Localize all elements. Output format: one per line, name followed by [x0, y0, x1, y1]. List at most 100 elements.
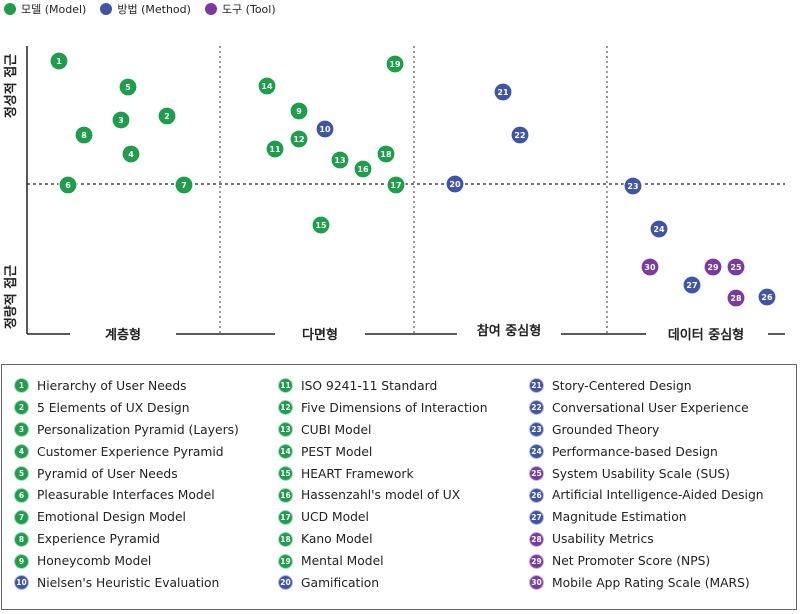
point-marker-25 [726, 257, 746, 277]
key-badge-12: 12 [278, 400, 293, 416]
point-marker-28 [726, 288, 746, 308]
point-marker-12 [289, 129, 309, 149]
point-7: 7 [174, 175, 194, 195]
key-column-1: 1 Hierarchy of User Needs 2 5 Elements of U… [14, 375, 239, 594]
point-marker-18 [376, 144, 396, 164]
point-marker-1 [49, 51, 69, 71]
point-number-13: 13 [334, 156, 345, 165]
key-item-24: 24 Performance-based Design [529, 441, 764, 463]
key-item-5: 5 Pyramid of User Needs [14, 463, 239, 485]
point-marker-6 [58, 175, 78, 195]
point-marker-9 [289, 101, 309, 121]
method-dot-icon [100, 3, 113, 15]
key-badge-20: 20 [278, 575, 293, 591]
key-label-15: HEART Framework [301, 466, 414, 481]
key-item-26: 26 Artificial Intelligence-Aided Design [529, 484, 764, 506]
key-badge-9: 9 [14, 553, 29, 569]
key-label-6: Pleasurable Interfaces Model [37, 488, 215, 503]
point-marker-30 [640, 257, 660, 277]
key-item-10: 10 Nielsen's Heuristic Evaluation [14, 572, 239, 594]
point-16: 16 [353, 159, 373, 179]
key-badge-3: 3 [14, 422, 29, 438]
point-14: 14 [257, 76, 277, 96]
key-badge-6: 6 [14, 487, 29, 503]
point-number-20: 20 [449, 180, 461, 189]
point-number-18: 18 [380, 150, 392, 159]
point-1: 1 [49, 51, 69, 71]
point-number-8: 8 [81, 131, 87, 140]
key-label-12: Five Dimensions of Interaction [301, 400, 488, 415]
key-label-10: Nielsen's Heuristic Evaluation [37, 575, 220, 590]
key-item-1: 1 Hierarchy of User Needs [14, 375, 239, 397]
point-number-2: 2 [164, 112, 170, 121]
key-item-20: 20 Gamification [278, 572, 488, 594]
point-4: 4 [121, 144, 141, 164]
key-item-14: 14 PEST Model [278, 441, 488, 463]
column-label-plate-4 [646, 322, 768, 346]
key-badge-18: 18 [278, 531, 293, 547]
key-item-3: 3 Personalization Pyramid (Layers) [14, 419, 239, 441]
key-badge-17: 17 [278, 509, 293, 525]
point-number-15: 15 [315, 221, 327, 230]
key-badge-7: 7 [14, 509, 29, 525]
point-22: 22 [510, 125, 530, 145]
key-item-11: 11 ISO 9241-11 Standard [278, 375, 488, 397]
key-label-9: Honeycomb Model [37, 554, 152, 569]
key-item-9: 9 Honeycomb Model [14, 550, 239, 572]
column-label-plate-3 [457, 318, 561, 342]
point-number-7: 7 [181, 181, 187, 190]
column-label-plate-1 [70, 322, 176, 346]
key-label-20: Gamification [301, 575, 380, 590]
key-badge-4: 4 [14, 444, 29, 460]
key-column-3: 21 Story-Centered Design 22 Conversational … [529, 375, 764, 594]
key-badge-2: 2 [14, 400, 29, 416]
key-item-30: 30 Mobile App Rating Scale (MARS) [529, 572, 764, 594]
point-marker-22 [510, 125, 530, 145]
key-item-22: 22 Conversational User Experience [529, 397, 764, 419]
point-number-29: 29 [707, 263, 719, 272]
key-badge-1: 1 [14, 378, 29, 394]
key-badge-10: 10 [14, 575, 29, 591]
point-number-6: 6 [65, 181, 71, 190]
key-item-27: 27 Magnitude Estimation [529, 506, 764, 528]
point-marker-4 [121, 144, 141, 164]
key-badge-27: 27 [529, 509, 544, 525]
key-label-19: Mental Model [301, 554, 384, 569]
point-marker-5 [118, 77, 138, 97]
key-item-2: 2 5 Elements of UX Design [14, 397, 239, 419]
category-legend: 모델 (Model) 방법 (Method) 도구 (Tool) [4, 0, 276, 18]
legend-item-model: 모델 (Model) [4, 1, 86, 17]
point-number-10: 10 [319, 125, 331, 134]
key-label-4: Customer Experience Pyramid [37, 444, 224, 459]
key-label-25: System Usability Scale (SUS) [552, 466, 730, 481]
column-label-plate-2 [275, 322, 365, 346]
point-marker-10 [315, 119, 335, 139]
point-number-9: 9 [296, 107, 302, 116]
key-item-16: 16 Hassenzahl's model of UX [278, 484, 488, 506]
legend-label-method: 방법 (Method) [117, 3, 191, 16]
point-number-27: 27 [686, 281, 697, 290]
key-item-6: 6 Pleasurable Interfaces Model [14, 484, 239, 506]
legend-item-tool: 도구 (Tool) [204, 1, 276, 17]
axis-label-lower: 정량적 접근 [3, 265, 19, 329]
key-badge-16: 16 [278, 487, 293, 503]
point-15: 15 [311, 215, 331, 235]
key-badge-15: 15 [278, 466, 293, 481]
point-11: 11 [265, 139, 285, 159]
numbered-key: 1 Hierarchy of User Needs 2 5 Elements of U… [1, 364, 797, 610]
key-item-21: 21 Story-Centered Design [529, 375, 764, 397]
point-number-5: 5 [125, 83, 131, 92]
key-item-18: 18 Kano Model [278, 528, 488, 550]
key-label-21: Story-Centered Design [552, 378, 692, 393]
point-17: 17 [386, 175, 406, 195]
key-badge-22: 22 [529, 400, 544, 416]
legend-label-tool: 도구 (Tool) [221, 3, 276, 16]
point-8: 8 [74, 125, 94, 145]
point-number-30: 30 [644, 263, 656, 272]
key-item-4: 4 Customer Experience Pyramid [14, 441, 239, 463]
point-number-1: 1 [56, 57, 62, 66]
key-label-27: Magnitude Estimation [552, 510, 687, 525]
key-label-18: Kano Model [301, 532, 373, 547]
tool-dot-icon [204, 3, 217, 15]
